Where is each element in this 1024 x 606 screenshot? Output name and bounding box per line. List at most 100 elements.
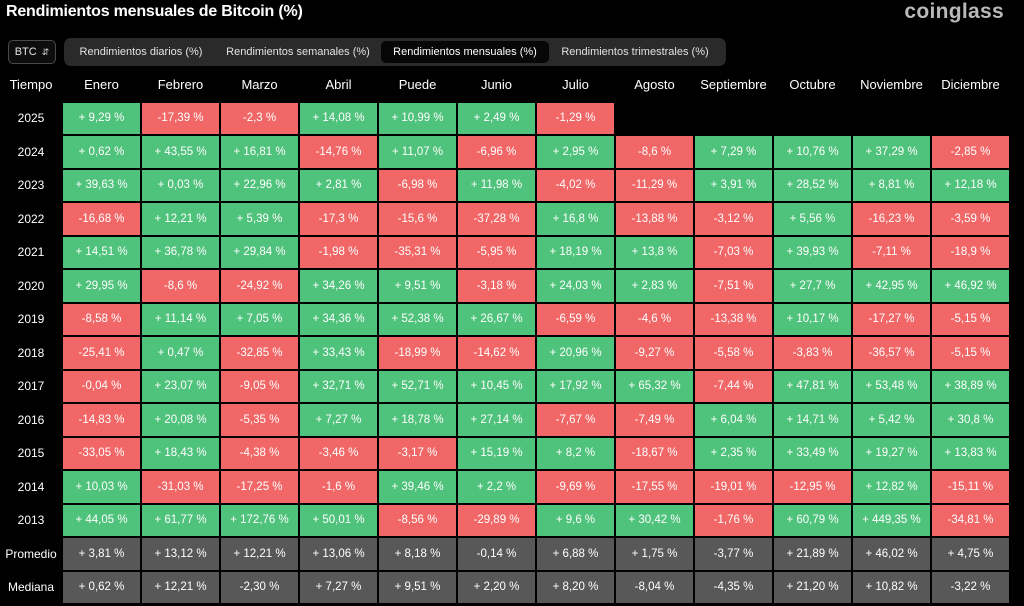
return-cell: + 172,76 %	[221, 504, 298, 536]
column-header-month: Enero	[84, 77, 119, 93]
return-cell: -9,05 %	[221, 370, 298, 402]
return-cell: + 39,93 %	[774, 236, 851, 268]
column-header-month: Octubre	[789, 77, 836, 93]
return-cell: -24,92 %	[221, 270, 298, 302]
column-header-month: Febrero	[157, 77, 204, 93]
return-cell: + 2,35 %	[695, 437, 772, 469]
return-cell: + 2,81 %	[300, 169, 377, 201]
column-header-month: Septiembre	[700, 77, 767, 93]
column-header-month: Noviembre	[860, 77, 923, 93]
return-cell	[853, 103, 930, 135]
return-cell: -19,01 %	[695, 471, 772, 503]
row-header-year: 2021	[17, 245, 45, 260]
return-cell: -31,03 %	[142, 471, 219, 503]
return-cell: + 449,35 %	[853, 504, 930, 536]
return-cell: -17,25 %	[221, 471, 298, 503]
return-cell: -3,17 %	[379, 437, 456, 469]
return-cell: + 42,95 %	[853, 270, 930, 302]
return-cell: -12,95 %	[774, 471, 851, 503]
column-header-month: Abril	[325, 77, 352, 93]
stat-cell: + 13,06 %	[300, 538, 377, 570]
return-cell: -16,68 %	[63, 203, 140, 235]
return-cell: -7,03 %	[695, 236, 772, 268]
return-cell: + 10,45 %	[458, 370, 535, 402]
return-cell: -5,95 %	[458, 236, 535, 268]
row-header-year: 2019	[17, 312, 45, 327]
tab-daily[interactable]: Rendimientos diarios (%)	[79, 46, 203, 58]
return-cell: + 46,92 %	[932, 270, 1009, 302]
asset-select[interactable]: BTC ⇵	[8, 40, 56, 64]
return-cell: -3,12 %	[695, 203, 772, 235]
stat-cell: -3,22 %	[932, 571, 1009, 603]
return-cell: -7,49 %	[616, 404, 693, 436]
return-cell: + 5,42 %	[853, 404, 930, 436]
column-header-time: Tiempo	[9, 77, 53, 93]
return-cell: -14,76 %	[300, 136, 377, 168]
return-cell: + 14,51 %	[63, 236, 140, 268]
row-header-year: 2024	[17, 144, 45, 159]
return-cell: -2,85 %	[932, 136, 1009, 168]
stat-cell: + 12,21 %	[221, 538, 298, 570]
stat-cell: + 13,12 %	[142, 538, 219, 570]
stat-cell: + 21,20 %	[774, 571, 851, 603]
return-cell: + 52,71 %	[379, 370, 456, 402]
return-cell: + 32,71 %	[300, 370, 377, 402]
return-cell: + 12,18 %	[932, 169, 1009, 201]
return-cell: -1,98 %	[300, 236, 377, 268]
return-cell: -29,89 %	[458, 504, 535, 536]
return-cell: + 27,7 %	[774, 270, 851, 302]
return-cell: + 33,43 %	[300, 337, 377, 369]
return-cell: + 7,29 %	[695, 136, 772, 168]
return-cell: + 47,81 %	[774, 370, 851, 402]
return-cell: + 33,49 %	[774, 437, 851, 469]
return-cell: + 12,82 %	[853, 471, 930, 503]
row-header-year: 2017	[17, 379, 45, 394]
stat-cell: + 46,02 %	[853, 538, 930, 570]
return-cell: + 7,27 %	[300, 404, 377, 436]
return-cell: -8,6 %	[142, 270, 219, 302]
return-cell: -13,38 %	[695, 303, 772, 335]
return-cell: -18,99 %	[379, 337, 456, 369]
tab-quarterly[interactable]: Rendimientos trimestrales (%)	[561, 46, 709, 58]
row-header-year: 2020	[17, 278, 45, 293]
return-cell: + 12,21 %	[142, 203, 219, 235]
return-cell: -5,15 %	[932, 337, 1009, 369]
stat-cell: + 1,75 %	[616, 538, 693, 570]
return-cell: + 23,07 %	[142, 370, 219, 402]
row-header-stat: Mediana	[7, 580, 55, 595]
return-cell: -7,11 %	[853, 236, 930, 268]
return-cell: + 15,19 %	[458, 437, 535, 469]
return-cell: -4,02 %	[537, 169, 614, 201]
row-header-year: 2015	[17, 446, 45, 461]
return-cell: -34,81 %	[932, 504, 1009, 536]
row-header-year: 2023	[17, 178, 45, 193]
return-cell: + 61,77 %	[142, 504, 219, 536]
return-cell: -8,6 %	[616, 136, 693, 168]
chevron-up-down-icon: ⇵	[41, 46, 50, 57]
return-cell: + 2,49 %	[458, 102, 535, 134]
return-cell: + 9,6 %	[537, 504, 614, 536]
return-cell: -6,59 %	[537, 303, 614, 335]
return-cell: -5,58 %	[695, 337, 772, 369]
return-cell: + 18,78 %	[379, 404, 456, 436]
stat-cell: + 12,21 %	[142, 571, 219, 603]
column-header-month: Diciembre	[941, 77, 1000, 93]
tab-monthly[interactable]: Rendimientos mensuales (%)	[381, 41, 549, 63]
page-title: Rendimientos mensuales de Bitcoin (%)	[6, 3, 303, 20]
return-cell: -16,23 %	[853, 203, 930, 235]
return-cell: + 18,19 %	[537, 236, 614, 268]
return-cell: + 16,81 %	[221, 136, 298, 168]
stat-cell: -3,77 %	[695, 538, 772, 570]
return-cell: + 10,76 %	[774, 136, 851, 168]
stat-cell: + 6,88 %	[537, 538, 614, 570]
return-cell: + 44,05 %	[63, 504, 140, 536]
row-header-year: 2018	[17, 345, 45, 360]
tab-weekly[interactable]: Rendimientos semanales (%)	[226, 46, 370, 58]
return-cell: + 43,55 %	[142, 136, 219, 168]
return-cell: + 6,04 %	[695, 404, 772, 436]
return-cell: -6,96 %	[458, 136, 535, 168]
return-cell: + 26,67 %	[458, 303, 535, 335]
stat-cell: -8,04 %	[616, 571, 693, 603]
return-cell: + 10,17 %	[774, 303, 851, 335]
return-cell: + 29,84 %	[221, 236, 298, 268]
